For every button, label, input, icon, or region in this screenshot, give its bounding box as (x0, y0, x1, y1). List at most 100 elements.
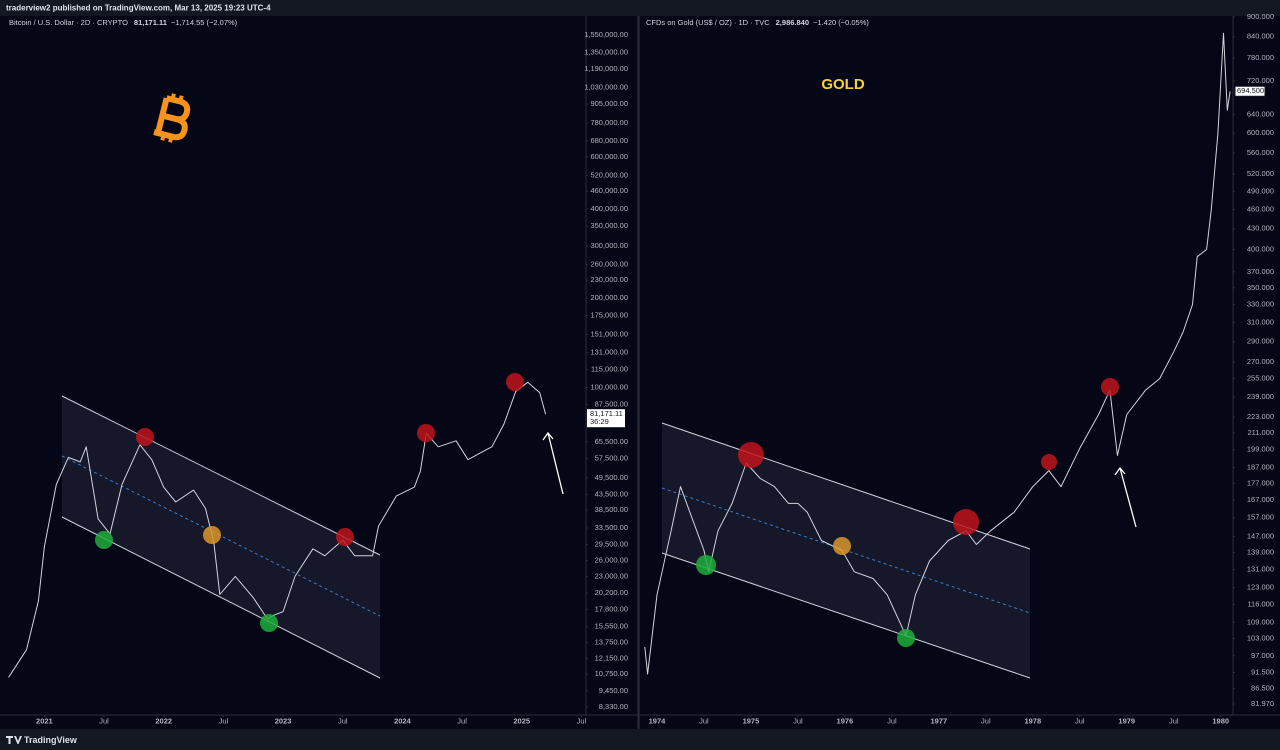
x-tick-label: Jul (99, 716, 109, 725)
y-tick-label: 65,500.00 (595, 437, 628, 446)
y-tick-label: 187.000 (1247, 463, 1274, 472)
y-tick-label: 290.000 (1247, 337, 1274, 346)
channel-lower (661, 552, 1031, 679)
marker-red (1101, 378, 1119, 396)
symbol-price: 81,171.11 (134, 18, 167, 27)
y-tick-label: 211.000 (1247, 428, 1274, 437)
y-tick-label: 139.000 (1247, 548, 1274, 557)
x-tick-label: 1980 (1212, 716, 1229, 725)
x-tick-label: Jul (793, 716, 803, 725)
markers (95, 373, 1119, 647)
y-tick-label: 223.000 (1247, 412, 1274, 421)
arrow (1114, 466, 1137, 528)
y-tick-label: 520,000.00 (590, 170, 628, 179)
y-tick-label: 91.500 (1251, 667, 1274, 676)
x-tick-label: Jul (1169, 716, 1179, 725)
y-tick-label: 81.970 (1251, 699, 1274, 708)
marker-red (953, 509, 979, 535)
y-tick-label: 200,000.00 (590, 293, 628, 302)
y-tick-label: 12,150.00 (595, 653, 628, 662)
y-tick-label: 900.000 (1247, 12, 1274, 21)
y-tick-label: 86.500 (1251, 684, 1274, 693)
y-tick-label: 905,000.00 (590, 99, 628, 108)
y-tick-label: 167.000 (1247, 495, 1274, 504)
channel-mid (61, 455, 381, 617)
y-tick-label: 116.000 (1247, 599, 1274, 608)
x-tick-label: 1974 (649, 716, 667, 725)
y-tick-label: 640.000 (1247, 110, 1274, 119)
y-tick-label: 780.000 (1247, 53, 1274, 62)
x-tick-label: 1979 (1118, 716, 1135, 725)
y-tick-label: 560.000 (1247, 148, 1274, 157)
y-tick-label: 10,750.00 (595, 669, 628, 678)
y-tick-label: 177.000 (1247, 478, 1274, 487)
y-tick-label: 350.000 (1247, 283, 1274, 292)
y-tick-label: 100,000.00 (590, 382, 628, 391)
y-tick-label: 123.000 (1247, 583, 1274, 592)
marker-green (95, 531, 113, 549)
marker-orange (833, 537, 851, 555)
marker-green (897, 629, 915, 647)
y-tick-label: 720.000 (1247, 76, 1274, 85)
y-tick-label: 680,000.00 (590, 136, 628, 145)
marker-orange (203, 526, 221, 544)
channel-upper (61, 395, 381, 556)
y-tick-label: 460,000.00 (590, 186, 628, 195)
marker-red (136, 428, 154, 446)
y-tick-label: 400,000.00 (590, 204, 628, 213)
marker-red (336, 528, 354, 546)
y-tick-label: 1,190,000.00 (584, 64, 628, 73)
marker-red (1041, 454, 1057, 470)
price-line (644, 32, 1231, 675)
y-tick-label: 270.000 (1247, 357, 1274, 366)
symbol-name: CFDs on Gold (US$ / OZ) · 1D · TVC (646, 18, 770, 27)
y-tick-label: 260,000.00 (590, 259, 628, 268)
y-tick-label: 109.000 (1247, 617, 1274, 626)
x-tick-label: Jul (338, 716, 348, 725)
chart-title: Bitcoin / U.S. Dollar · 2D · CRYPTO 81,17… (9, 18, 238, 27)
y-tick-label: 600,000.00 (590, 152, 628, 161)
y-tick-label: 1,350,000.00 (584, 48, 628, 57)
footer-brand: TradingView (24, 735, 78, 745)
y-tick-label: 1,550,000.00 (584, 30, 628, 39)
y-tick-label: 490.000 (1247, 186, 1274, 195)
bitcoin-logo (153, 93, 191, 143)
y-tick-label: 131.000 (1247, 565, 1274, 574)
y-tick-label: 13,750.00 (595, 638, 628, 647)
x-tick-label: 2025 (513, 716, 530, 725)
annotation: GOLD (821, 76, 864, 93)
y-tick-label: 239.000 (1247, 392, 1274, 401)
arrows (542, 431, 1137, 528)
y-tick-label: 38,500.00 (595, 505, 628, 514)
y-tick-label: 1,030,000.00 (584, 82, 628, 91)
channel-lower (61, 516, 381, 679)
x-tick-label: Jul (457, 716, 467, 725)
y-tick-label: 430.000 (1247, 224, 1274, 233)
y-tick-label: 147.000 (1247, 532, 1274, 541)
x-tick-label: Jul (219, 716, 229, 725)
symbol-price: 2,986.840 (776, 18, 809, 27)
y-tick-label: 43,500.00 (595, 489, 628, 498)
y-tick-label: 9,450.00 (599, 686, 628, 695)
x-tick-label: 2022 (155, 716, 172, 725)
channel-fill (62, 396, 380, 678)
y-tick-label: 49,500.00 (595, 473, 628, 482)
y-tick-label: 87,500.00 (595, 400, 628, 409)
y-tick-label: 255.000 (1247, 374, 1274, 383)
symbol-change: −1,714.55 (−2.07%) (171, 18, 238, 27)
y-tick-label: 157.000 (1247, 513, 1274, 522)
y-tick-label: 26,000.00 (595, 556, 628, 565)
x-tick-label: 2024 (394, 716, 412, 725)
y-tick-label: 23,000.00 (595, 571, 628, 580)
y-tick-label: 460.000 (1247, 204, 1274, 213)
y-tick-label: 8,330.00 (599, 702, 628, 711)
countdown: 36:29 (590, 417, 609, 426)
price-label: 694.500 (1237, 86, 1264, 95)
marker-red (738, 442, 764, 468)
y-tick-label: 780,000.00 (590, 118, 628, 127)
y-tick-label: 175,000.00 (590, 310, 628, 319)
footer-bar (0, 729, 1280, 750)
y-tick-label: 199.000 (1247, 445, 1274, 454)
y-tick-label: 33,500.00 (595, 523, 628, 532)
x-tick-label: 1978 (1024, 716, 1041, 725)
